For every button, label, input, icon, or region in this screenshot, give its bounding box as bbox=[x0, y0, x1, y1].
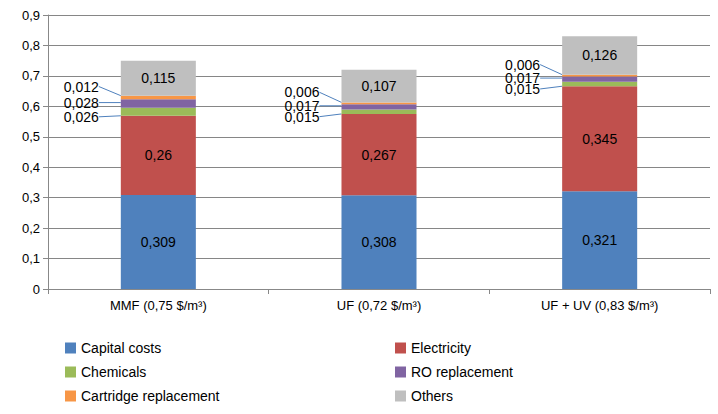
svg-text:0,115: 0,115 bbox=[141, 70, 175, 86]
svg-text:0,4: 0,4 bbox=[22, 160, 40, 175]
svg-text:UF (0,72 $/m³): UF (0,72 $/m³) bbox=[337, 298, 422, 313]
svg-text:0,3: 0,3 bbox=[22, 190, 40, 205]
svg-text:0,012: 0,012 bbox=[64, 79, 99, 95]
svg-text:Cartridge replacement: Cartridge replacement bbox=[81, 388, 220, 404]
svg-text:0,017: 0,017 bbox=[284, 97, 320, 114]
svg-text:0,126: 0,126 bbox=[582, 47, 617, 63]
svg-text:MMF (0,75 $/m³): MMF (0,75 $/m³) bbox=[110, 298, 207, 313]
svg-text:0,267: 0,267 bbox=[361, 147, 396, 163]
svg-text:0,6: 0,6 bbox=[22, 99, 40, 114]
svg-text:0,308: 0,308 bbox=[361, 234, 396, 250]
svg-text:0,015: 0,015 bbox=[505, 81, 541, 97]
svg-text:0,107: 0,107 bbox=[361, 78, 396, 94]
svg-text:RO replacement: RO replacement bbox=[411, 364, 513, 380]
svg-text:Others: Others bbox=[411, 388, 453, 404]
svg-text:Electricity: Electricity bbox=[411, 340, 471, 356]
svg-text:0,2: 0,2 bbox=[22, 221, 40, 236]
svg-text:0,026: 0,026 bbox=[64, 109, 99, 125]
svg-text:0,8: 0,8 bbox=[22, 38, 40, 53]
svg-text:0,1: 0,1 bbox=[22, 251, 40, 266]
svg-text:0,017: 0,017 bbox=[505, 70, 541, 87]
svg-text:0,321: 0,321 bbox=[582, 232, 617, 248]
svg-text:0,309: 0,309 bbox=[141, 234, 176, 250]
svg-text:0,028: 0,028 bbox=[64, 95, 99, 111]
svg-text:0,9: 0,9 bbox=[22, 8, 40, 23]
svg-text:0,345: 0,345 bbox=[582, 131, 617, 147]
svg-text:UF + UV (0,83 $/m³): UF + UV (0,83 $/m³) bbox=[541, 298, 658, 313]
svg-text:Capital costs: Capital costs bbox=[81, 340, 161, 356]
svg-text:0,26: 0,26 bbox=[145, 147, 172, 163]
svg-text:0,006: 0,006 bbox=[505, 57, 540, 73]
svg-text:0,7: 0,7 bbox=[22, 68, 40, 83]
svg-text:0,006: 0,006 bbox=[284, 84, 319, 100]
svg-text:0,015: 0,015 bbox=[284, 108, 320, 125]
svg-text:0,5: 0,5 bbox=[22, 129, 40, 144]
svg-text:Chemicals: Chemicals bbox=[81, 364, 146, 380]
svg-text:0: 0 bbox=[33, 282, 40, 297]
